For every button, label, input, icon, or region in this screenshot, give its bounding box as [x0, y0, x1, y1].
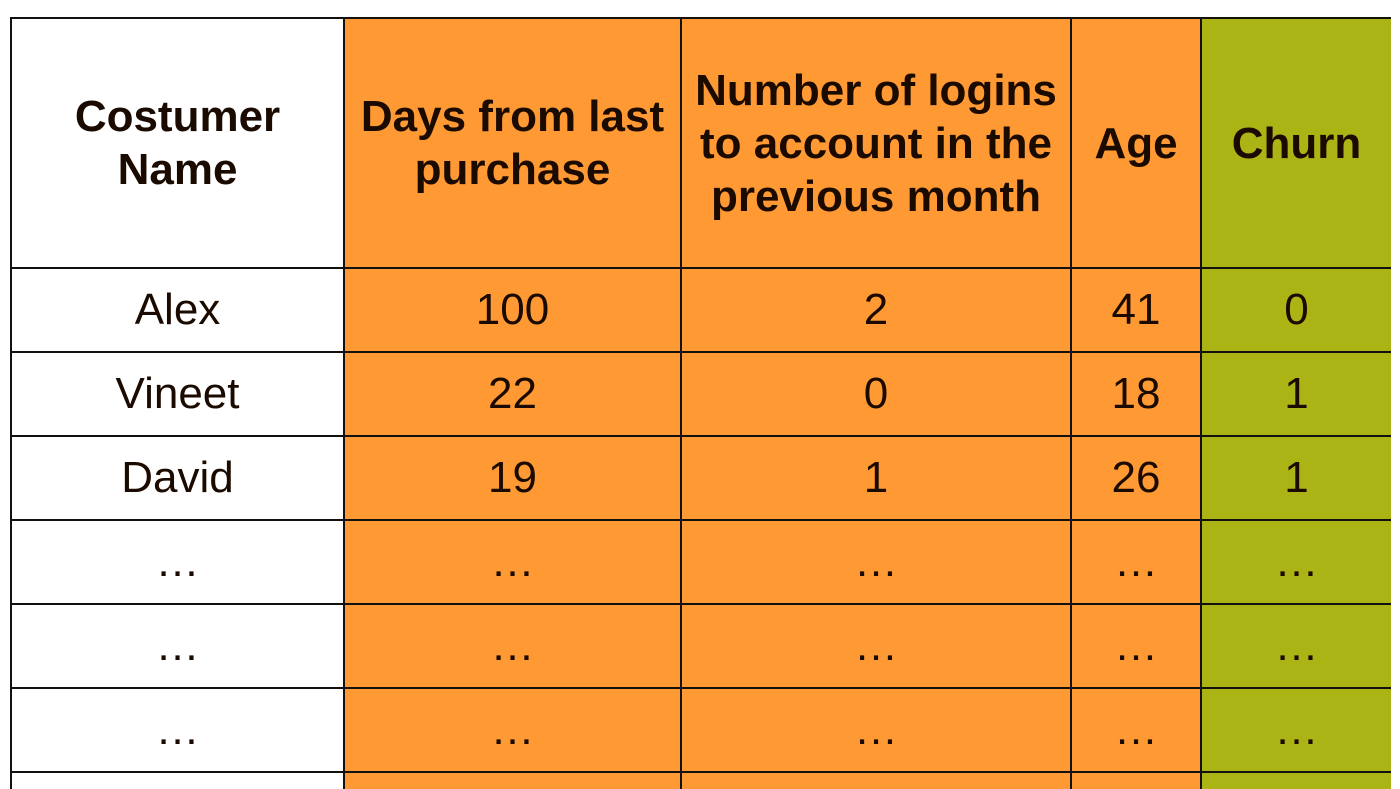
- header-churn: Churn: [1200, 17, 1391, 269]
- cell-age: …: [1070, 603, 1202, 689]
- cell-name: Vineet: [10, 351, 345, 437]
- cell-churn: 0: [1200, 267, 1391, 353]
- cell-days: …: [343, 687, 682, 773]
- cell-days: 19: [343, 435, 682, 521]
- table-row-partial: [10, 771, 1391, 789]
- cell-logins: …: [680, 519, 1072, 605]
- cell-logins: 2: [680, 267, 1072, 353]
- table-row: Vineet 22 0 18 1: [10, 351, 1391, 437]
- churn-data-table-container: Costumer Name Days from last purchase Nu…: [10, 17, 1391, 789]
- cell-age: 41: [1070, 267, 1202, 353]
- cell-name: …: [10, 519, 345, 605]
- table-row: … … … … …: [10, 603, 1391, 689]
- cell-days: 100: [343, 267, 682, 353]
- churn-data-table: Costumer Name Days from last purchase Nu…: [10, 17, 1391, 789]
- cell-age: 18: [1070, 351, 1202, 437]
- cell-name: [10, 771, 345, 789]
- cell-days: …: [343, 519, 682, 605]
- cell-name: Alex: [10, 267, 345, 353]
- cell-churn: 1: [1200, 351, 1391, 437]
- cell-churn: …: [1200, 603, 1391, 689]
- header-number-of-logins: Number of logins to account in the previ…: [680, 17, 1072, 269]
- header-age: Age: [1070, 17, 1202, 269]
- cell-name: …: [10, 603, 345, 689]
- cell-churn: [1200, 771, 1391, 789]
- table-row: Alex 100 2 41 0: [10, 267, 1391, 353]
- header-customer-name: Costumer Name: [10, 17, 345, 269]
- cell-days: …: [343, 603, 682, 689]
- cell-age: …: [1070, 687, 1202, 773]
- table-row: … … … … …: [10, 687, 1391, 773]
- header-row: Costumer Name Days from last purchase Nu…: [10, 17, 1391, 269]
- cell-logins: 1: [680, 435, 1072, 521]
- cell-name: …: [10, 687, 345, 773]
- header-days-from-last-purchase: Days from last purchase: [343, 17, 682, 269]
- cell-age: …: [1070, 519, 1202, 605]
- cell-days: 22: [343, 351, 682, 437]
- cell-age: [1070, 771, 1202, 789]
- cell-churn: 1: [1200, 435, 1391, 521]
- cell-churn: …: [1200, 687, 1391, 773]
- cell-days: [343, 771, 682, 789]
- cell-logins: [680, 771, 1072, 789]
- cell-logins: 0: [680, 351, 1072, 437]
- cell-churn: …: [1200, 519, 1391, 605]
- table-row: David 19 1 26 1: [10, 435, 1391, 521]
- cell-age: 26: [1070, 435, 1202, 521]
- cell-name: David: [10, 435, 345, 521]
- table-row: … … … … …: [10, 519, 1391, 605]
- cell-logins: …: [680, 603, 1072, 689]
- cell-logins: …: [680, 687, 1072, 773]
